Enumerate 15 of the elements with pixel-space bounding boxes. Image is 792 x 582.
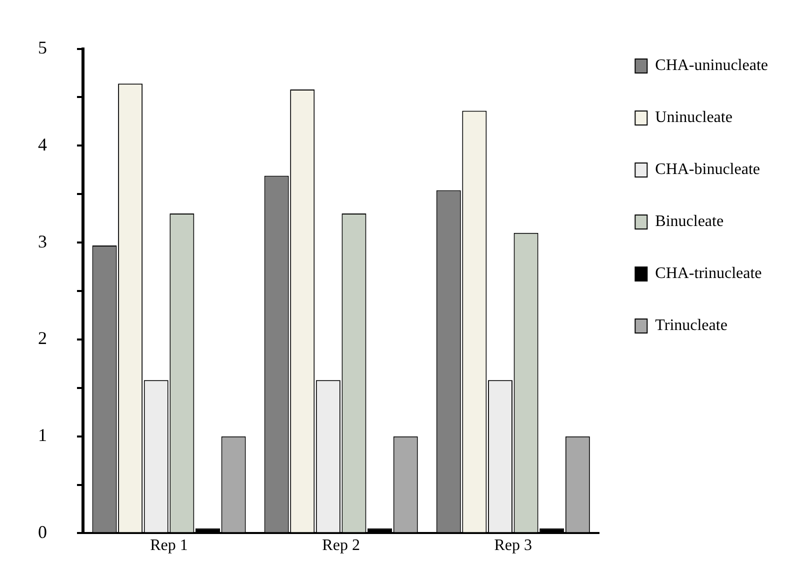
x-tick-label: Rep 1 [150,537,188,554]
y-tick-label: 3 [38,231,47,252]
legend-label: Trinucleate [655,317,728,334]
y-tick-label: 2 [38,328,47,348]
y-tick-label: 5 [38,38,47,58]
legend-label: CHA-uninucleate [655,57,768,74]
legend-label: Uninucleate [655,109,732,126]
y-tick-label: 0 [38,522,47,542]
x-tick-label: Rep 3 [494,537,532,554]
y-tick-label: 4 [38,134,47,154]
y-tick-label: 1 [38,425,47,446]
x-tick-label: Rep 2 [322,537,360,554]
legend-label: CHA-binucleate [655,161,760,178]
legend-label: Binucleate [655,213,724,230]
legend-label: CHA-trinucleate [655,265,762,282]
